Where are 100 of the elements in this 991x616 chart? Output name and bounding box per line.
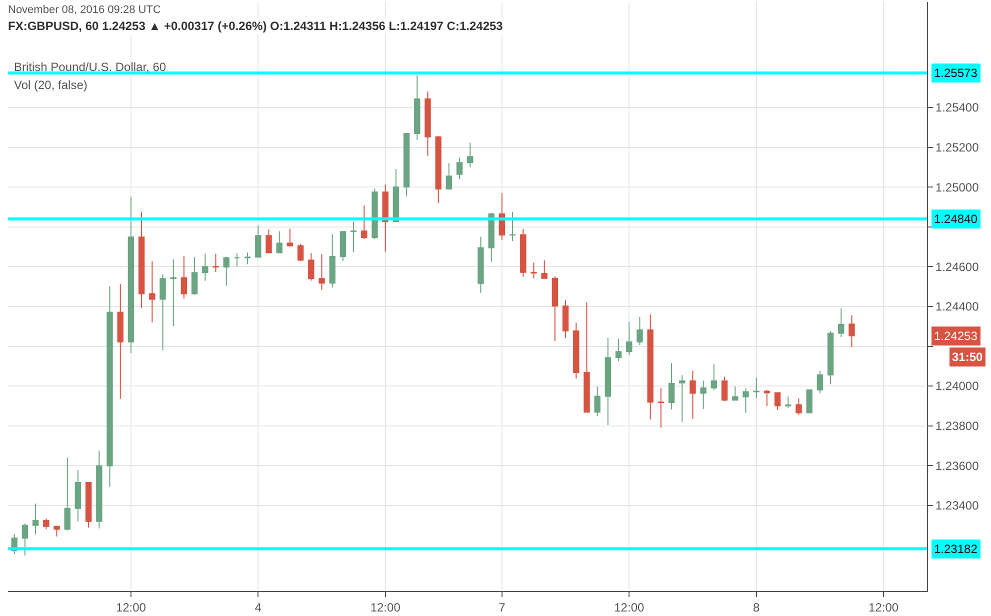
candlestick (446, 162, 452, 190)
candlestick (573, 322, 580, 380)
candlestick (732, 386, 738, 401)
candlestick (286, 228, 294, 248)
candlestick (615, 338, 622, 362)
text: 1.24253 (934, 329, 978, 343)
candlestick (498, 192, 506, 240)
candlestick (742, 388, 749, 414)
x-tick-label: 7 (498, 600, 506, 614)
candlestick (785, 396, 792, 408)
candlestick (552, 276, 558, 342)
candlestick (478, 236, 484, 294)
x-tick-label: 12:00 (614, 600, 644, 614)
candlestick (848, 314, 855, 348)
candlestick (774, 392, 781, 410)
candlestick (234, 252, 240, 268)
candlestick (266, 228, 272, 254)
text: FX:GBPUSD, 60 1.24253 ▲ +0.00317 (+0.26%) O:1.24311 H:1.24356 L:1.24197 C:1.24253 (8, 19, 504, 33)
ref-line-label: 1.24840 (934, 212, 978, 226)
candlestick (658, 388, 664, 428)
ref-line-label: 1.23182 (934, 542, 978, 556)
candlestick (149, 260, 156, 323)
candlestick (160, 274, 166, 351)
candlestick (74, 469, 82, 522)
x-tick-label: 12:00 (116, 600, 146, 614)
candlestick (308, 252, 314, 282)
y-tick-label: 1.24600 (935, 260, 980, 274)
y-tick-label: 1.25400 (935, 100, 980, 115)
candlestick (170, 258, 176, 327)
x-tick-label: 12:00 (370, 600, 401, 614)
candlestick (626, 321, 632, 356)
candlestick (838, 308, 844, 338)
candlestick (128, 196, 134, 354)
text: British Pound/U.S. Dollar, 60 (14, 60, 166, 74)
candlestick (827, 330, 834, 385)
candlestick (435, 135, 442, 204)
ref-line-label: 1.25573 (934, 66, 978, 80)
candlestick (456, 157, 463, 180)
candlestick (340, 231, 346, 262)
candlestick (106, 286, 113, 488)
text: 31:50 (952, 350, 984, 364)
candlestick (138, 211, 145, 308)
annotation: Vol (20, false) (14, 78, 88, 92)
candlestick (180, 255, 188, 300)
candlestick (43, 518, 50, 530)
candlestick (223, 256, 230, 286)
candlestick (604, 337, 612, 426)
candlestick (541, 260, 548, 279)
y-tick-label: 1.23800 (935, 419, 980, 434)
candlestick (806, 389, 812, 414)
candlestick (403, 133, 410, 197)
y-tick-label: 1.24000 (935, 379, 980, 394)
candlestick (796, 398, 802, 416)
candlestick (212, 253, 219, 273)
candlestick (816, 370, 824, 394)
y-tick-label: 1.25200 (935, 140, 980, 154)
candlestick (202, 253, 208, 282)
annotation: November 08, 2016 09:28 UTC (8, 4, 161, 16)
candlestick (117, 284, 124, 400)
candlestick (700, 380, 706, 410)
candlestick (350, 220, 357, 253)
candlestick (488, 212, 494, 262)
candlestick (22, 523, 28, 556)
candlestick (297, 244, 304, 262)
candlestick (710, 363, 718, 391)
candlestick (690, 370, 696, 420)
candlestick (753, 377, 760, 399)
candlestick (679, 374, 686, 422)
candlestick (721, 376, 728, 402)
y-tick-label: 1.25000 (935, 180, 980, 194)
candlestick (414, 74, 420, 140)
candlestick (64, 456, 70, 532)
candlestick (509, 211, 516, 242)
candlestick (54, 526, 60, 537)
candlestick (32, 502, 39, 535)
candlestick (530, 262, 537, 279)
candlestick (520, 228, 526, 278)
candlestick (96, 450, 102, 530)
candlestick (584, 302, 590, 413)
candlestick (636, 316, 643, 346)
candlestick (594, 386, 600, 417)
candlestick (764, 389, 770, 406)
x-tick-label: 12:00 (868, 600, 899, 614)
candlestick (244, 252, 251, 265)
candlestick (668, 362, 675, 410)
candlestick (255, 224, 262, 258)
candlestick (318, 254, 325, 290)
y-tick-label: 1.24400 (935, 300, 980, 314)
candlestick (424, 91, 431, 156)
y-tick-label: 1.23400 (935, 498, 980, 513)
candlestick (361, 205, 368, 240)
candlestick (467, 142, 474, 168)
candlestick (329, 234, 336, 288)
candlestick (85, 482, 92, 528)
candlestick (276, 230, 282, 254)
candlestick (191, 256, 198, 296)
candlestick (647, 314, 654, 420)
x-tick-label: 4 (254, 600, 262, 614)
candlestick (392, 168, 400, 222)
candlestick (562, 300, 569, 339)
